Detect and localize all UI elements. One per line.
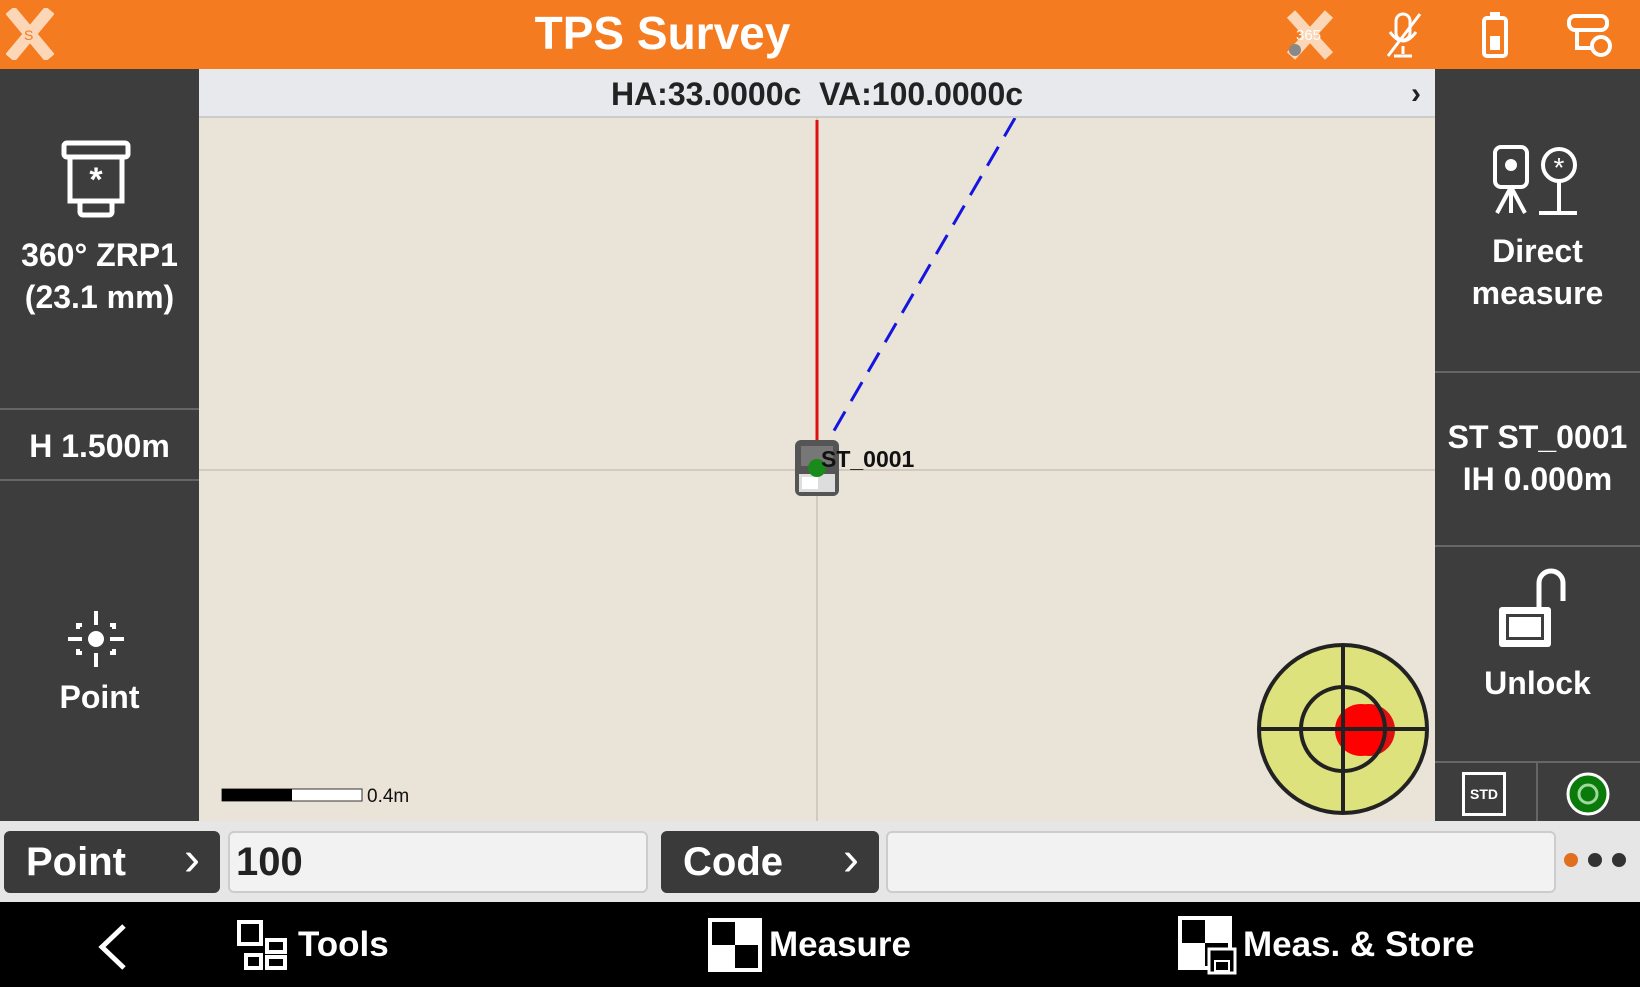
measure-and-store-button[interactable]: Meas. & Store (1177, 916, 1475, 975)
tools-icon (237, 920, 287, 970)
horizontal-angle-line (815, 118, 1017, 461)
measure-mode-line2: measure (1471, 275, 1604, 311)
measure-button[interactable]: Measure (707, 918, 912, 972)
chevron-right-icon: › (184, 833, 200, 886)
measure-label: Measure (769, 925, 912, 964)
divider (0, 479, 199, 481)
unlock-label: Unlock (1484, 665, 1591, 701)
point-mode-label: Point (59, 679, 140, 715)
chevron-right-icon: › (843, 833, 859, 886)
svg-text:*: * (1554, 152, 1565, 183)
svg-text:365: 365 (1296, 27, 1321, 44)
prism-name: 360° ZRP1 (21, 237, 178, 273)
tools-button[interactable]: Tools (236, 920, 389, 970)
code-button-label: Code (683, 840, 783, 884)
measure-mode-button[interactable]: * Direct measure (1435, 69, 1640, 371)
station-label: ST_0001 (821, 446, 915, 472)
right-panel: * Direct measure ST ST_0001 IH 0.000m Un… (1435, 69, 1640, 821)
svg-text:S: S (24, 27, 33, 43)
map-canvas: ST_0001 0.4m (199, 118, 1435, 821)
divider (1435, 545, 1640, 547)
scale-bar (221, 788, 363, 802)
mic-off-icon[interactable] (1378, 10, 1428, 60)
prism-button[interactable]: * 360° ZRP1 (23.1 mm) (0, 69, 199, 409)
angle-info-bar[interactable]: HA:33.0000c VA:100.0000c › (199, 69, 1435, 118)
measure-mode-line1: Direct (1492, 233, 1583, 269)
x365-status-icon[interactable]: 365 (1285, 10, 1335, 60)
back-icon[interactable] (92, 922, 132, 972)
more-options-button[interactable] (1564, 853, 1626, 867)
divider (1435, 371, 1640, 373)
svg-text:*: * (89, 161, 103, 199)
unlock-button[interactable]: Unlock (1435, 547, 1640, 761)
chevron-right-icon[interactable]: › (1411, 77, 1421, 110)
tools-label: Tools (298, 925, 389, 964)
point-code-bar: Point › 100 Code › (0, 821, 1640, 902)
target-height-button[interactable]: H 1.500m (29, 428, 170, 464)
station-setup-button[interactable]: ST ST_0001 IH 0.000m (1435, 373, 1640, 545)
bottom-nav: Tools Measure Meas. & Store (0, 902, 1640, 987)
page-dot (1588, 853, 1602, 867)
crosshair-point-icon (68, 611, 124, 667)
code-selector-button[interactable]: Code › (661, 831, 879, 893)
point-selector-button[interactable]: Point › (4, 831, 220, 893)
divider (0, 408, 199, 410)
direct-measure-icon: * (1493, 145, 1577, 215)
app-logo-icon[interactable]: S (6, 8, 54, 60)
std-mode-button[interactable]: STD (1462, 772, 1506, 816)
angle-readout: HA:33.0000c VA:100.0000c (610, 76, 1024, 112)
page-dot-active (1564, 853, 1578, 867)
page-dot (1612, 853, 1626, 867)
point-mode-button[interactable]: Point (0, 481, 199, 821)
code-input[interactable] (886, 831, 1556, 893)
total-station-icon (795, 440, 839, 496)
prism-constant: (23.1 mm) (24, 279, 175, 315)
measure-icon (708, 918, 762, 972)
point-name-input[interactable]: 100 (228, 831, 648, 893)
page-title: TPS Survey (534, 7, 791, 59)
prism-icon: * (61, 140, 131, 218)
station-name: ST ST_0001 (1447, 419, 1628, 455)
map-view[interactable]: ST_0001 0.4m (199, 118, 1435, 821)
measure-store-icon (1178, 916, 1237, 975)
ready-status-icon[interactable] (1565, 771, 1611, 817)
unlock-icon (1499, 568, 1566, 647)
divider (1435, 761, 1640, 763)
title-bar: S TPS Survey 365 (0, 0, 1640, 69)
battery-icon (1482, 12, 1508, 58)
measure-store-label: Meas. & Store (1243, 925, 1475, 964)
instrument-height: IH 0.000m (1462, 461, 1613, 497)
instrument-connection-icon[interactable] (1565, 10, 1615, 60)
left-panel: * 360° ZRP1 (23.1 mm) H 1.500m Point (0, 69, 199, 821)
scale-label: 0.4m (367, 786, 409, 807)
level-bubble-target[interactable] (1254, 643, 1434, 823)
point-button-label: Point (26, 840, 126, 884)
divider (1536, 763, 1538, 821)
